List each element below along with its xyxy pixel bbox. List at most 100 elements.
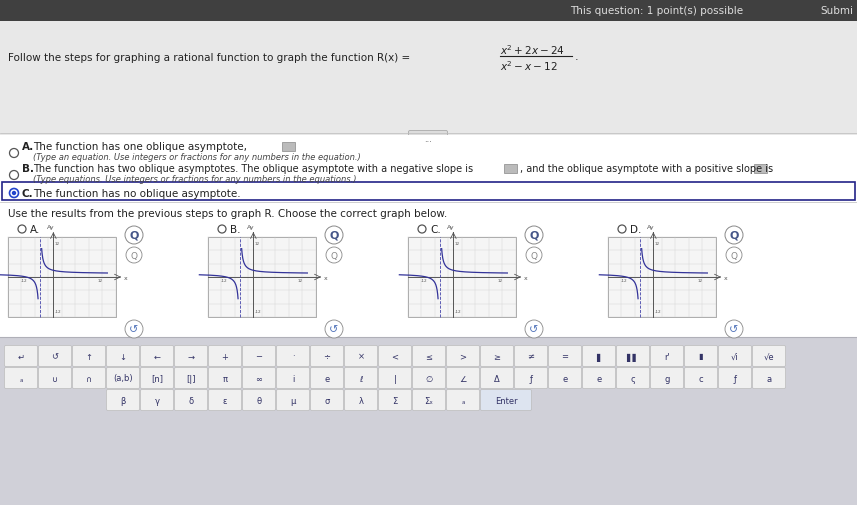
FancyBboxPatch shape bbox=[243, 368, 275, 389]
Text: ↺: ↺ bbox=[129, 324, 139, 334]
Text: A.: A. bbox=[30, 225, 40, 234]
Text: This question: 1 point(s) possible: This question: 1 point(s) possible bbox=[570, 6, 743, 16]
FancyBboxPatch shape bbox=[208, 237, 316, 317]
FancyBboxPatch shape bbox=[548, 346, 582, 367]
Text: C.: C. bbox=[22, 189, 33, 198]
Text: e: e bbox=[562, 374, 567, 383]
FancyBboxPatch shape bbox=[243, 390, 275, 411]
Text: Δ: Δ bbox=[494, 374, 500, 383]
Text: Q: Q bbox=[329, 231, 339, 240]
Text: $x^2 +2x-24$: $x^2 +2x-24$ bbox=[500, 43, 565, 57]
FancyBboxPatch shape bbox=[73, 368, 105, 389]
Text: e: e bbox=[325, 374, 330, 383]
FancyBboxPatch shape bbox=[583, 346, 615, 367]
FancyBboxPatch shape bbox=[310, 390, 344, 411]
FancyBboxPatch shape bbox=[310, 368, 344, 389]
Text: -12: -12 bbox=[221, 279, 227, 283]
Text: Enter: Enter bbox=[494, 396, 518, 405]
Text: C.: C. bbox=[430, 225, 440, 234]
Text: Q: Q bbox=[129, 231, 139, 240]
Text: ↵: ↵ bbox=[17, 352, 25, 361]
Circle shape bbox=[125, 320, 143, 338]
FancyBboxPatch shape bbox=[277, 390, 309, 411]
Text: ∅: ∅ bbox=[425, 374, 433, 383]
Text: ≠: ≠ bbox=[528, 352, 535, 361]
FancyBboxPatch shape bbox=[514, 368, 548, 389]
FancyBboxPatch shape bbox=[616, 368, 650, 389]
FancyBboxPatch shape bbox=[106, 346, 140, 367]
FancyBboxPatch shape bbox=[345, 368, 377, 389]
Text: g: g bbox=[664, 374, 669, 383]
Text: ε: ε bbox=[223, 396, 227, 405]
Text: ↺: ↺ bbox=[51, 352, 58, 361]
FancyBboxPatch shape bbox=[277, 368, 309, 389]
Text: Σ: Σ bbox=[393, 396, 398, 405]
FancyBboxPatch shape bbox=[650, 346, 684, 367]
Circle shape bbox=[12, 191, 16, 196]
Text: The function has no oblique asymptote.: The function has no oblique asymptote. bbox=[33, 189, 241, 198]
Text: -12: -12 bbox=[455, 309, 461, 313]
FancyBboxPatch shape bbox=[243, 346, 275, 367]
FancyBboxPatch shape bbox=[650, 368, 684, 389]
Text: B.: B. bbox=[22, 164, 34, 174]
Text: 12: 12 bbox=[497, 279, 502, 283]
Text: Q: Q bbox=[729, 231, 739, 240]
FancyBboxPatch shape bbox=[752, 346, 786, 367]
Text: ℓ: ℓ bbox=[359, 374, 363, 383]
Text: ×: × bbox=[357, 352, 364, 361]
FancyBboxPatch shape bbox=[73, 346, 105, 367]
Text: .: . bbox=[575, 52, 578, 62]
Text: Follow the steps for graphing a rational function to graph the function R(x) =: Follow the steps for graphing a rational… bbox=[8, 53, 411, 63]
Text: Use the results from the previous steps to graph R. Choose the correct graph bel: Use the results from the previous steps … bbox=[8, 209, 447, 219]
Text: .: . bbox=[769, 164, 772, 174]
Text: γ: γ bbox=[154, 396, 159, 405]
FancyBboxPatch shape bbox=[379, 368, 411, 389]
Text: ƒ: ƒ bbox=[530, 374, 532, 383]
Circle shape bbox=[126, 247, 142, 264]
Text: ↺: ↺ bbox=[530, 324, 539, 334]
Text: a: a bbox=[766, 374, 771, 383]
Text: , and the oblique asymptote with a positive slope is: , and the oblique asymptote with a posit… bbox=[520, 164, 773, 174]
Circle shape bbox=[325, 320, 343, 338]
FancyBboxPatch shape bbox=[277, 346, 309, 367]
Text: -12: -12 bbox=[21, 279, 27, 283]
FancyBboxPatch shape bbox=[345, 346, 377, 367]
FancyBboxPatch shape bbox=[514, 346, 548, 367]
Circle shape bbox=[726, 247, 742, 264]
Text: Q: Q bbox=[130, 251, 137, 260]
FancyBboxPatch shape bbox=[481, 390, 531, 411]
Text: ▌: ▌ bbox=[596, 352, 602, 361]
Text: -12: -12 bbox=[55, 309, 62, 313]
Text: √e: √e bbox=[764, 352, 775, 361]
Text: ↓: ↓ bbox=[119, 352, 127, 361]
Text: 12: 12 bbox=[698, 279, 703, 283]
Text: ≤: ≤ bbox=[425, 352, 433, 361]
Text: ₐ: ₐ bbox=[20, 374, 22, 383]
FancyBboxPatch shape bbox=[141, 368, 173, 389]
Text: ∪: ∪ bbox=[52, 374, 58, 383]
Text: The function has two oblique asymptotes. The oblique asymptote with a negative s: The function has two oblique asymptotes.… bbox=[33, 164, 473, 174]
Text: +: + bbox=[222, 352, 229, 361]
Text: [|]: [|] bbox=[186, 374, 195, 383]
Text: ς: ς bbox=[631, 374, 635, 383]
Circle shape bbox=[525, 320, 543, 338]
Circle shape bbox=[326, 247, 342, 264]
Text: ·: · bbox=[291, 352, 294, 361]
Text: β: β bbox=[120, 396, 126, 405]
Text: ∩: ∩ bbox=[86, 374, 92, 383]
FancyBboxPatch shape bbox=[106, 368, 140, 389]
Text: λ: λ bbox=[358, 396, 363, 405]
Text: ←: ← bbox=[153, 352, 160, 361]
FancyBboxPatch shape bbox=[4, 368, 38, 389]
FancyBboxPatch shape bbox=[175, 390, 207, 411]
Circle shape bbox=[525, 227, 543, 244]
Text: 12: 12 bbox=[97, 279, 102, 283]
FancyBboxPatch shape bbox=[608, 237, 716, 317]
FancyBboxPatch shape bbox=[106, 390, 140, 411]
Text: 12: 12 bbox=[655, 242, 660, 246]
Circle shape bbox=[526, 247, 542, 264]
Text: (Type equations. Use integers or fractions for any numbers in the equations.): (Type equations. Use integers or fractio… bbox=[33, 174, 357, 183]
FancyBboxPatch shape bbox=[412, 390, 446, 411]
Text: x: x bbox=[124, 275, 128, 280]
Text: ↺: ↺ bbox=[329, 324, 339, 334]
